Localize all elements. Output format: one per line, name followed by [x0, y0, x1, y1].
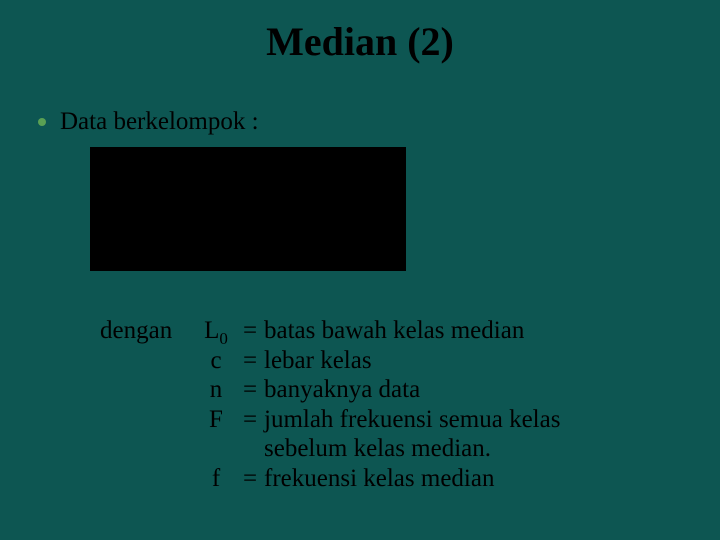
definition-symbol: F [196, 405, 236, 435]
definition-equals: = [236, 405, 264, 435]
definitions-lead: dengan [100, 316, 196, 346]
bullet-item: Data berkelompok : [38, 108, 259, 136]
definition-value: lebar kelas [264, 346, 372, 376]
definition-value: frekuensi kelas median [264, 464, 494, 494]
formula-placeholder-box [90, 147, 406, 271]
definition-value: jumlah frekuensi semua kelas [264, 405, 560, 435]
definition-symbol: n [196, 375, 236, 405]
bullet-text: Data berkelompok : [60, 108, 259, 136]
definition-symbol: f [196, 464, 236, 494]
definition-row: F = jumlah frekuensi semua kelas [100, 405, 560, 435]
definition-equals: = [236, 346, 264, 376]
definition-value: batas bawah kelas median [264, 316, 524, 346]
definition-equals: = [236, 464, 264, 494]
definition-symbol: L0 [196, 316, 236, 346]
definition-equals: = [236, 316, 264, 346]
bullet-dot-icon [38, 118, 46, 126]
definition-row: c = lebar kelas [100, 346, 560, 376]
definition-row-continuation: sebelum kelas median. [100, 434, 560, 464]
definition-row: dengan L0 = batas bawah kelas median [100, 316, 560, 346]
definition-value: sebelum kelas median. [264, 434, 491, 464]
definition-row: n = banyaknya data [100, 375, 560, 405]
definitions-block: dengan L0 = batas bawah kelas median c =… [100, 316, 560, 493]
definition-equals: = [236, 375, 264, 405]
definition-symbol: c [196, 346, 236, 376]
definition-value: banyaknya data [264, 375, 420, 405]
slide: Median (2) Data berkelompok : dengan L0 … [0, 0, 720, 540]
slide-title: Median (2) [0, 18, 720, 65]
definition-row: f = frekuensi kelas median [100, 464, 560, 494]
